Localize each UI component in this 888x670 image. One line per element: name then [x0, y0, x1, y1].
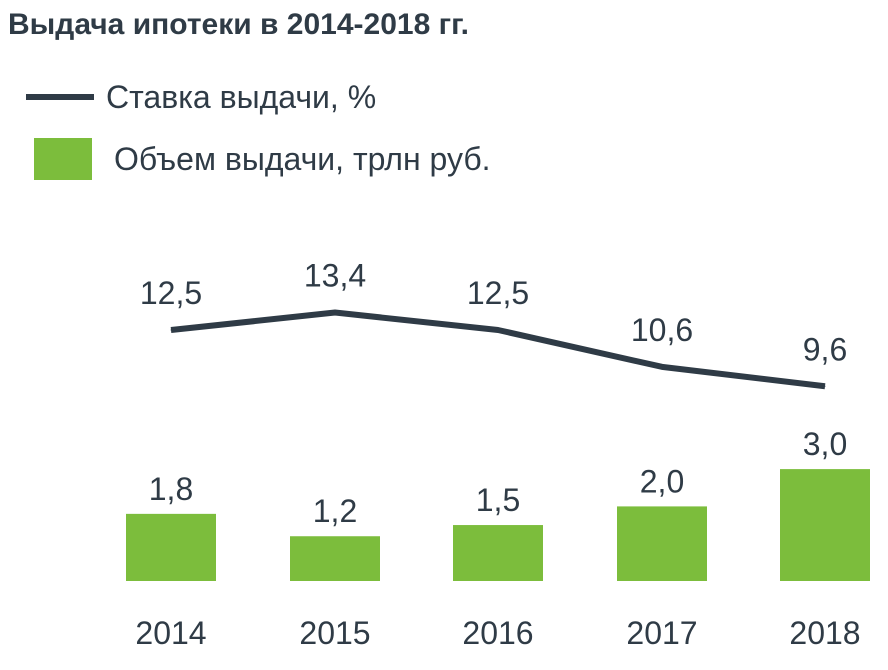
legend-item-rate: Ставка выдачи, % — [26, 70, 491, 124]
bar-value-label: 1,2 — [313, 493, 357, 529]
bar-2014 — [126, 513, 216, 581]
bar-value-label: 3,0 — [803, 426, 847, 462]
line-value-label: 9,6 — [803, 331, 847, 367]
x-tick-label: 2018 — [789, 615, 860, 651]
rate-line — [170, 309, 826, 390]
chart-title: Выдача ипотеки в 2014-2018 гг. — [8, 8, 469, 41]
line-value-label: 12,5 — [467, 275, 529, 311]
x-tick-label: 2015 — [299, 615, 370, 651]
x-tick-label: 2014 — [135, 615, 206, 651]
bar-2017 — [617, 506, 707, 581]
x-tick-label: 2016 — [462, 615, 533, 651]
rate-point — [661, 366, 663, 368]
bar-2016 — [453, 525, 543, 581]
bar-value-label: 1,5 — [476, 482, 520, 518]
legend-label-rate: Ставка выдачи, % — [106, 78, 377, 115]
rate-point — [334, 312, 336, 314]
bar-2018 — [780, 469, 870, 581]
legend: Ставка выдачи, % Объем выдачи, трлн руб. — [26, 70, 491, 194]
legend-line-swatch — [26, 94, 94, 100]
line-value-label: 12,5 — [140, 275, 202, 311]
legend-item-volume: Объем выдачи, трлн руб. — [26, 132, 491, 186]
line-value-label: 13,4 — [304, 258, 366, 294]
legend-label-volume: Объем выдачи, трлн руб. — [114, 140, 491, 177]
x-tick-label: 2017 — [626, 615, 697, 651]
rate-point — [497, 329, 499, 331]
bar-value-label: 2,0 — [640, 463, 684, 499]
legend-bar-swatch — [34, 138, 92, 180]
rate-point — [824, 385, 826, 387]
rate-point — [170, 329, 172, 331]
bar-value-label: 1,8 — [149, 471, 193, 507]
bar-2015 — [290, 536, 380, 581]
line-value-label: 10,6 — [631, 312, 693, 348]
